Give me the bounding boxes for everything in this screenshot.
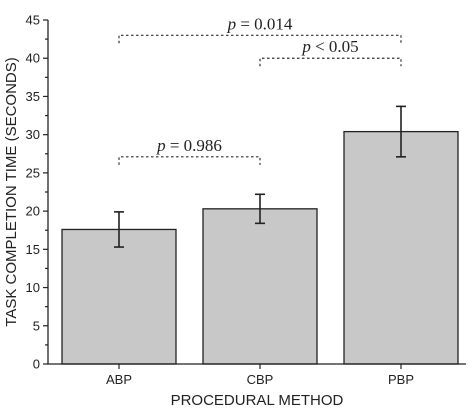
x-tick-label-abp: ABP [106, 372, 132, 387]
y-tick-label-0: 0 [33, 357, 40, 372]
significance-bracket-2 [259, 57, 402, 67]
significance-bracket-3 [118, 34, 402, 44]
y-tick-label-20: 20 [26, 204, 40, 219]
y-axis-title: TASK COMPLETION TIME (SECONDS) [3, 57, 20, 326]
bar-abp [61, 228, 177, 365]
y-tick-label-45: 45 [26, 13, 40, 28]
significance-annotations: p = 0.986 p < 0.05 p = 0.014 [118, 14, 402, 165]
y-tick-label-35: 35 [26, 89, 40, 104]
error-bars-layer [114, 105, 406, 248]
y-tick-label-5: 5 [33, 318, 40, 333]
x-axis-title: PROCEDURAL METHOD [171, 392, 344, 409]
y-tick-label-10: 10 [26, 280, 40, 295]
bar-pbp [343, 130, 459, 365]
y-tick-label-25: 25 [26, 165, 40, 180]
significance-bracket-1 [118, 156, 261, 165]
axes-layer: 0 5 10 15 20 25 30 35 40 45 ABP CBP PBP [26, 13, 466, 387]
x-tick-label-cbp: CBP [247, 372, 274, 387]
bar-cbp [202, 208, 318, 365]
significance-label-2: p < 0.05 [301, 37, 358, 56]
significance-label-3: p = 0.014 [227, 14, 293, 33]
x-tick-label-pbp: PBP [388, 372, 414, 387]
significance-label-1: p = 0.986 [156, 136, 222, 155]
y-tick-label-40: 40 [26, 51, 40, 66]
y-tick-label-30: 30 [26, 127, 40, 142]
y-tick-label-15: 15 [26, 242, 40, 257]
